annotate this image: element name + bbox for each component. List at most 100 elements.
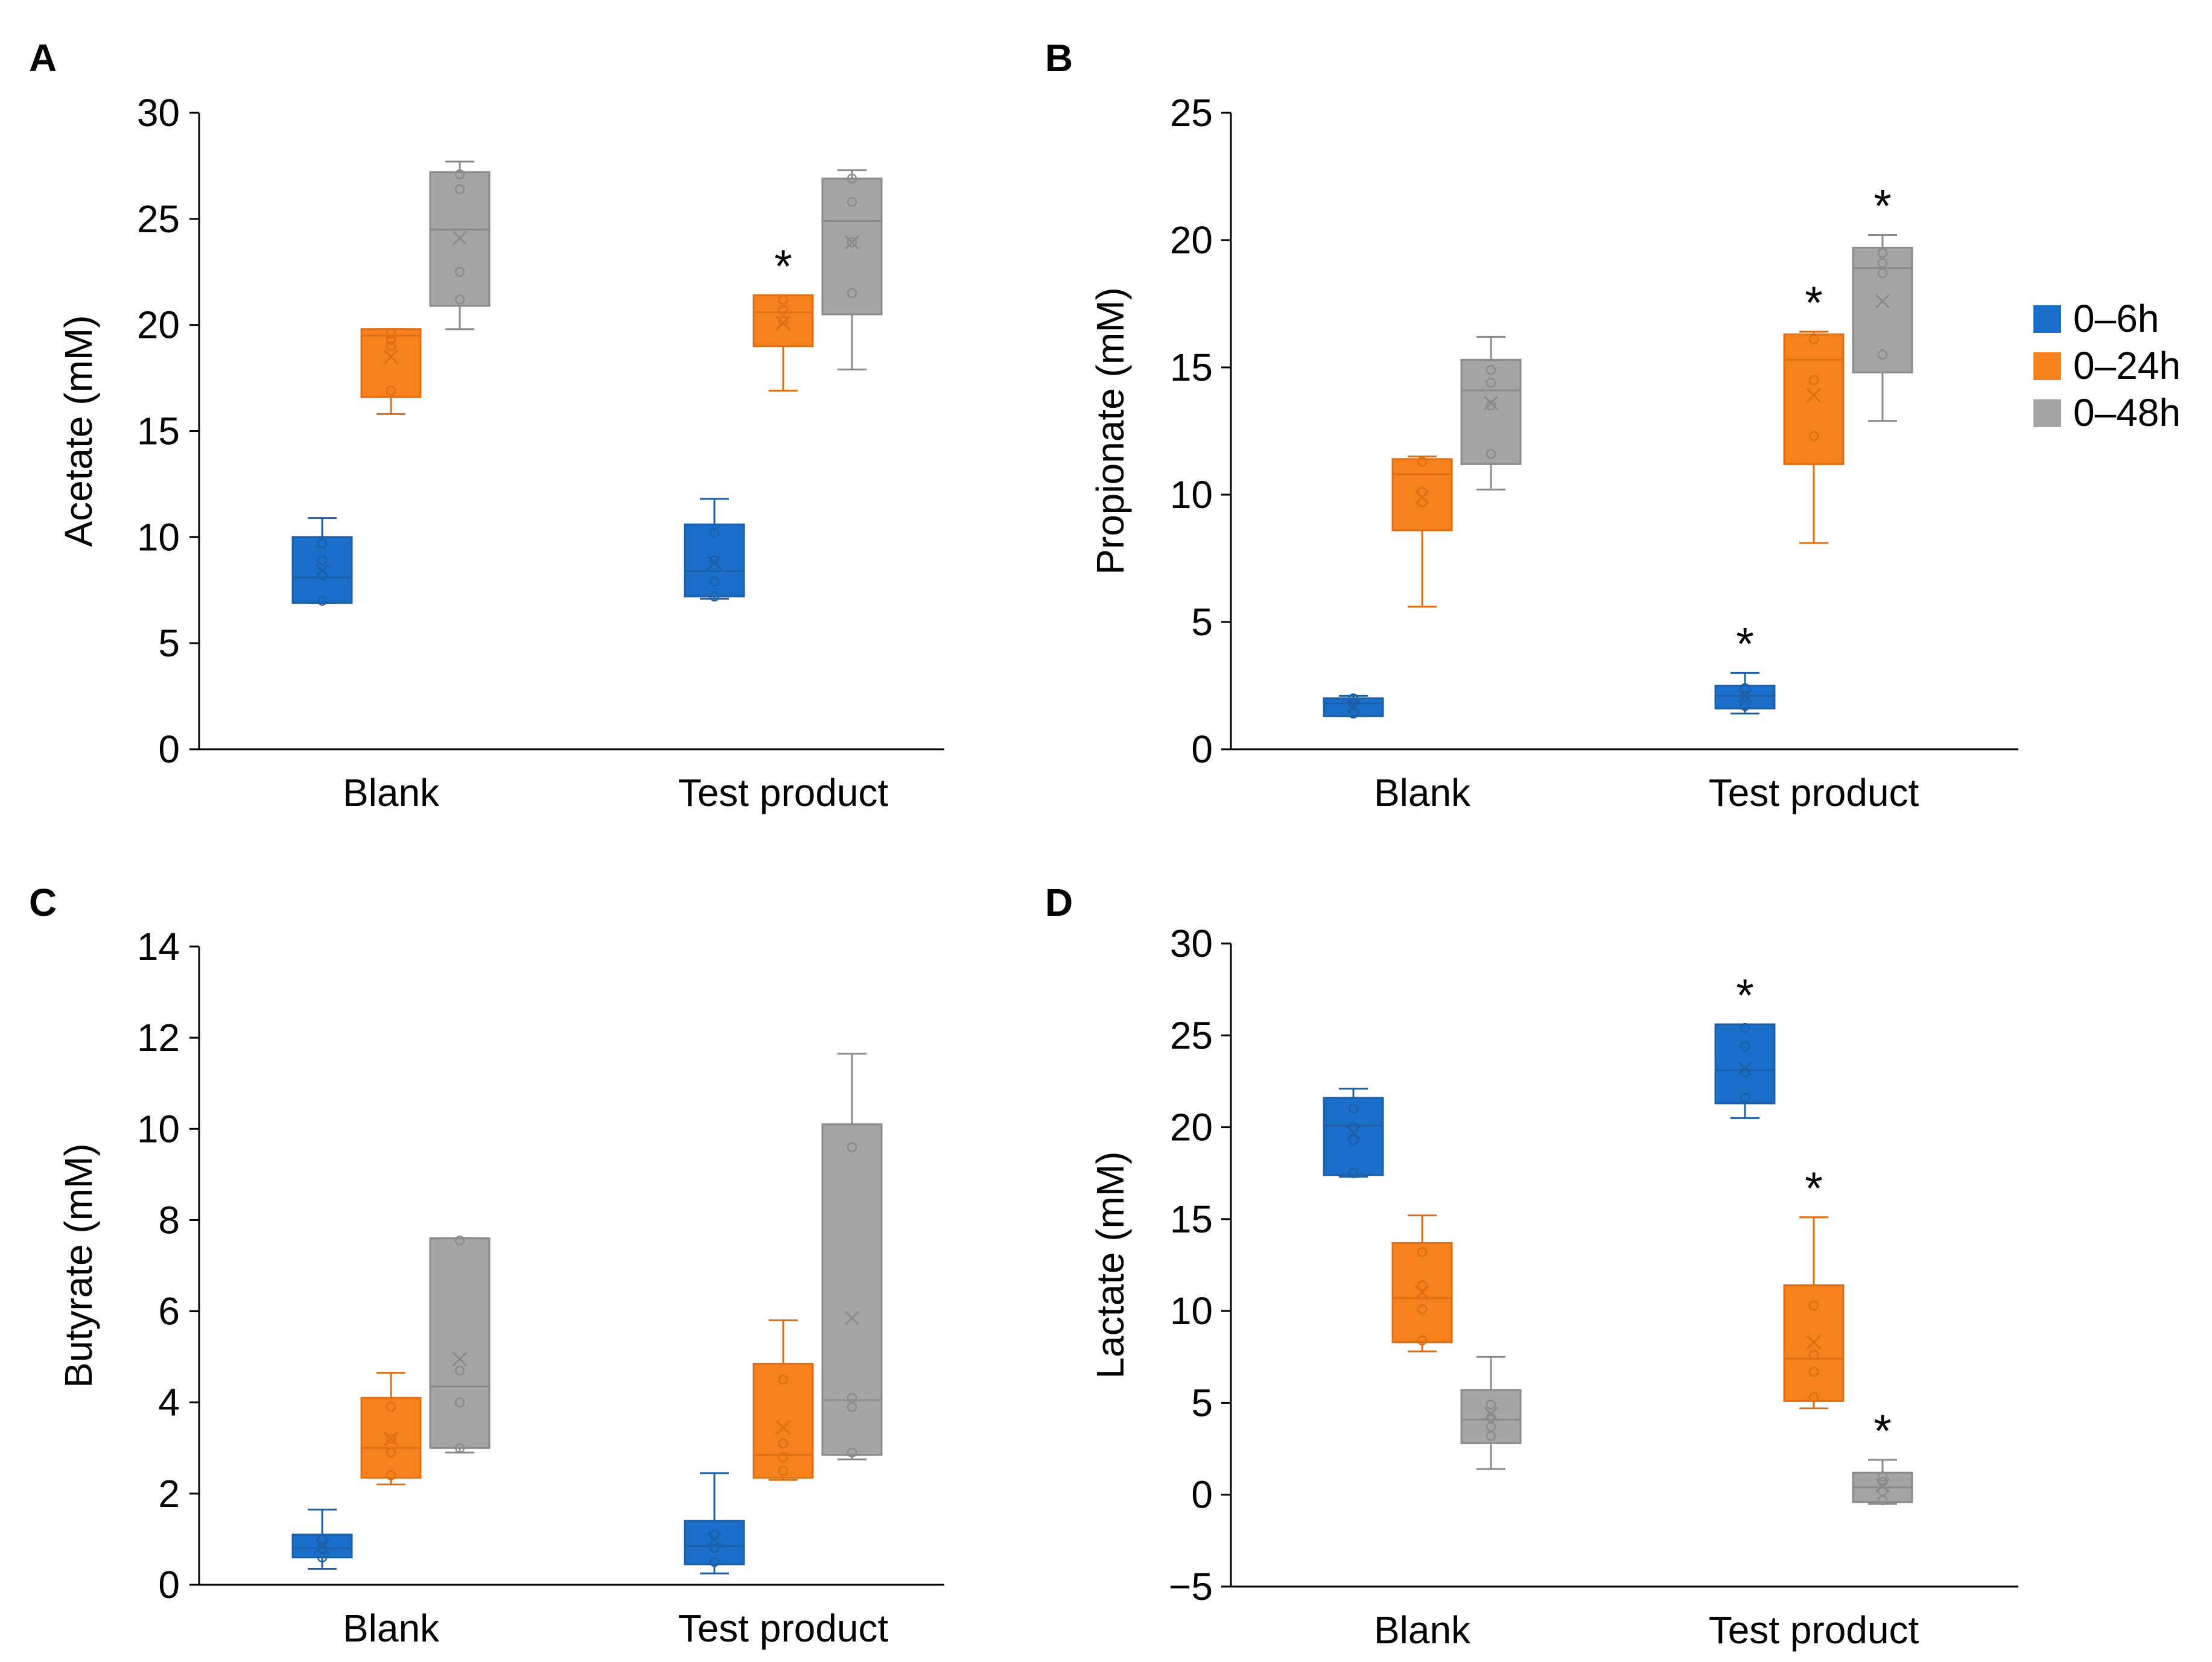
data-point — [386, 341, 396, 352]
mean-marker — [707, 1532, 722, 1547]
box-group: * — [1783, 1163, 1845, 1410]
data-point — [454, 294, 465, 305]
data-point — [1417, 1280, 1428, 1290]
category-label: Test product — [1709, 771, 1919, 814]
mean-marker — [1806, 1334, 1822, 1350]
mean-marker — [1737, 688, 1753, 703]
data-point — [454, 184, 465, 194]
box-group — [821, 1053, 883, 1461]
mean-marker — [707, 555, 722, 570]
significance-star: * — [1874, 1406, 1892, 1457]
significance-star: * — [774, 241, 792, 292]
box-group — [429, 160, 491, 331]
y-tick-label: 20 — [1170, 1106, 1213, 1149]
box-iqr — [752, 1362, 814, 1479]
data-point — [1348, 708, 1359, 719]
y-tick-label: 25 — [1170, 1013, 1213, 1057]
box-iqr — [1852, 247, 1913, 373]
box-iqr — [1783, 333, 1845, 465]
data-point — [1808, 1350, 1819, 1360]
category-label: Test product — [678, 1606, 889, 1650]
mean-marker — [452, 1351, 468, 1366]
legend-label: 0–24h — [2073, 344, 2181, 387]
data-point — [454, 1235, 465, 1246]
data-point — [778, 305, 789, 316]
data-point — [1740, 1041, 1750, 1051]
data-point — [778, 1465, 789, 1476]
box-iqr — [1460, 1389, 1522, 1444]
significance-star: * — [1736, 970, 1754, 1021]
box-group — [1323, 693, 1384, 719]
data-point — [778, 316, 789, 326]
data-point — [1740, 691, 1750, 701]
y-tick-label: 15 — [1170, 346, 1213, 389]
y-tick-label: 5 — [158, 621, 180, 665]
data-point — [778, 294, 789, 305]
significance-star: * — [1874, 181, 1892, 232]
category-label: Blank — [1374, 1608, 1471, 1652]
data-point — [1808, 1392, 1819, 1403]
y-tick-label: 10 — [137, 515, 180, 559]
y-tick-label: 5 — [1191, 1381, 1213, 1424]
box-group — [684, 1472, 745, 1575]
box-iqr — [429, 1237, 491, 1449]
data-point — [1417, 1304, 1428, 1315]
panel-c: C 0 2 4 6 8 10 12 14 Butyrate (mM) Blank Test produ… — [29, 881, 944, 1650]
y-tick-label: 14 — [137, 925, 180, 968]
data-point — [1486, 378, 1496, 388]
y-tick-label: −5 — [1169, 1565, 1213, 1608]
y-tick-label: 15 — [137, 410, 180, 453]
data-point — [1740, 683, 1750, 693]
panel-b: B 0 5 10 15 20 25 Propionate (mM) Blank Test prod… — [1045, 36, 2018, 814]
data-point — [709, 1556, 720, 1567]
box-group — [291, 1508, 353, 1570]
y-tick-label: 25 — [137, 197, 180, 241]
data-point — [1486, 401, 1496, 411]
data-point — [317, 1534, 328, 1544]
data-point — [317, 555, 328, 566]
y-tick-label: 0 — [158, 1563, 180, 1606]
y-tick-label: 5 — [1191, 600, 1213, 644]
data-point — [1808, 431, 1819, 442]
mean-marker — [383, 1432, 399, 1447]
data-point — [847, 288, 857, 299]
data-point — [1877, 1471, 1888, 1482]
data-point — [1808, 1366, 1819, 1377]
data-point — [1808, 334, 1819, 344]
box-group: * — [1714, 970, 1776, 1119]
data-point — [386, 1402, 396, 1412]
data-point — [386, 335, 396, 345]
box-group: * — [1852, 1406, 1913, 1506]
mean-marker — [1737, 1061, 1753, 1076]
data-point — [1877, 268, 1888, 279]
legend-swatch — [2033, 352, 2061, 380]
legend-label: 0–48h — [2073, 391, 2181, 434]
data-point — [1877, 349, 1888, 360]
data-point — [1348, 1168, 1359, 1178]
mean-marker — [452, 230, 468, 246]
box-group — [360, 328, 422, 415]
data-point — [386, 1447, 396, 1458]
data-point — [1417, 1247, 1428, 1257]
mean-marker — [1483, 396, 1499, 411]
data-point — [847, 173, 857, 184]
data-point — [1417, 1335, 1428, 1346]
data-point — [1348, 1103, 1359, 1114]
box-group — [1460, 335, 1522, 491]
y-tick-label: 30 — [1170, 922, 1213, 965]
box-group — [821, 169, 883, 371]
category-label: Test product — [678, 771, 889, 814]
y-tick-label: 30 — [137, 91, 180, 135]
data-point — [386, 1470, 396, 1480]
mean-marker — [1806, 388, 1822, 403]
y-axis-title: Acetate (mM) — [57, 315, 100, 547]
panel-letter: B — [1045, 36, 1073, 80]
y-tick-label: 10 — [1170, 1289, 1213, 1333]
category-label: Blank — [343, 1606, 440, 1650]
data-point — [1740, 1093, 1750, 1103]
y-tick-label: 25 — [1170, 91, 1213, 135]
data-point — [1486, 364, 1496, 375]
box-group — [1391, 1214, 1453, 1353]
y-tick-label: 20 — [137, 303, 180, 347]
